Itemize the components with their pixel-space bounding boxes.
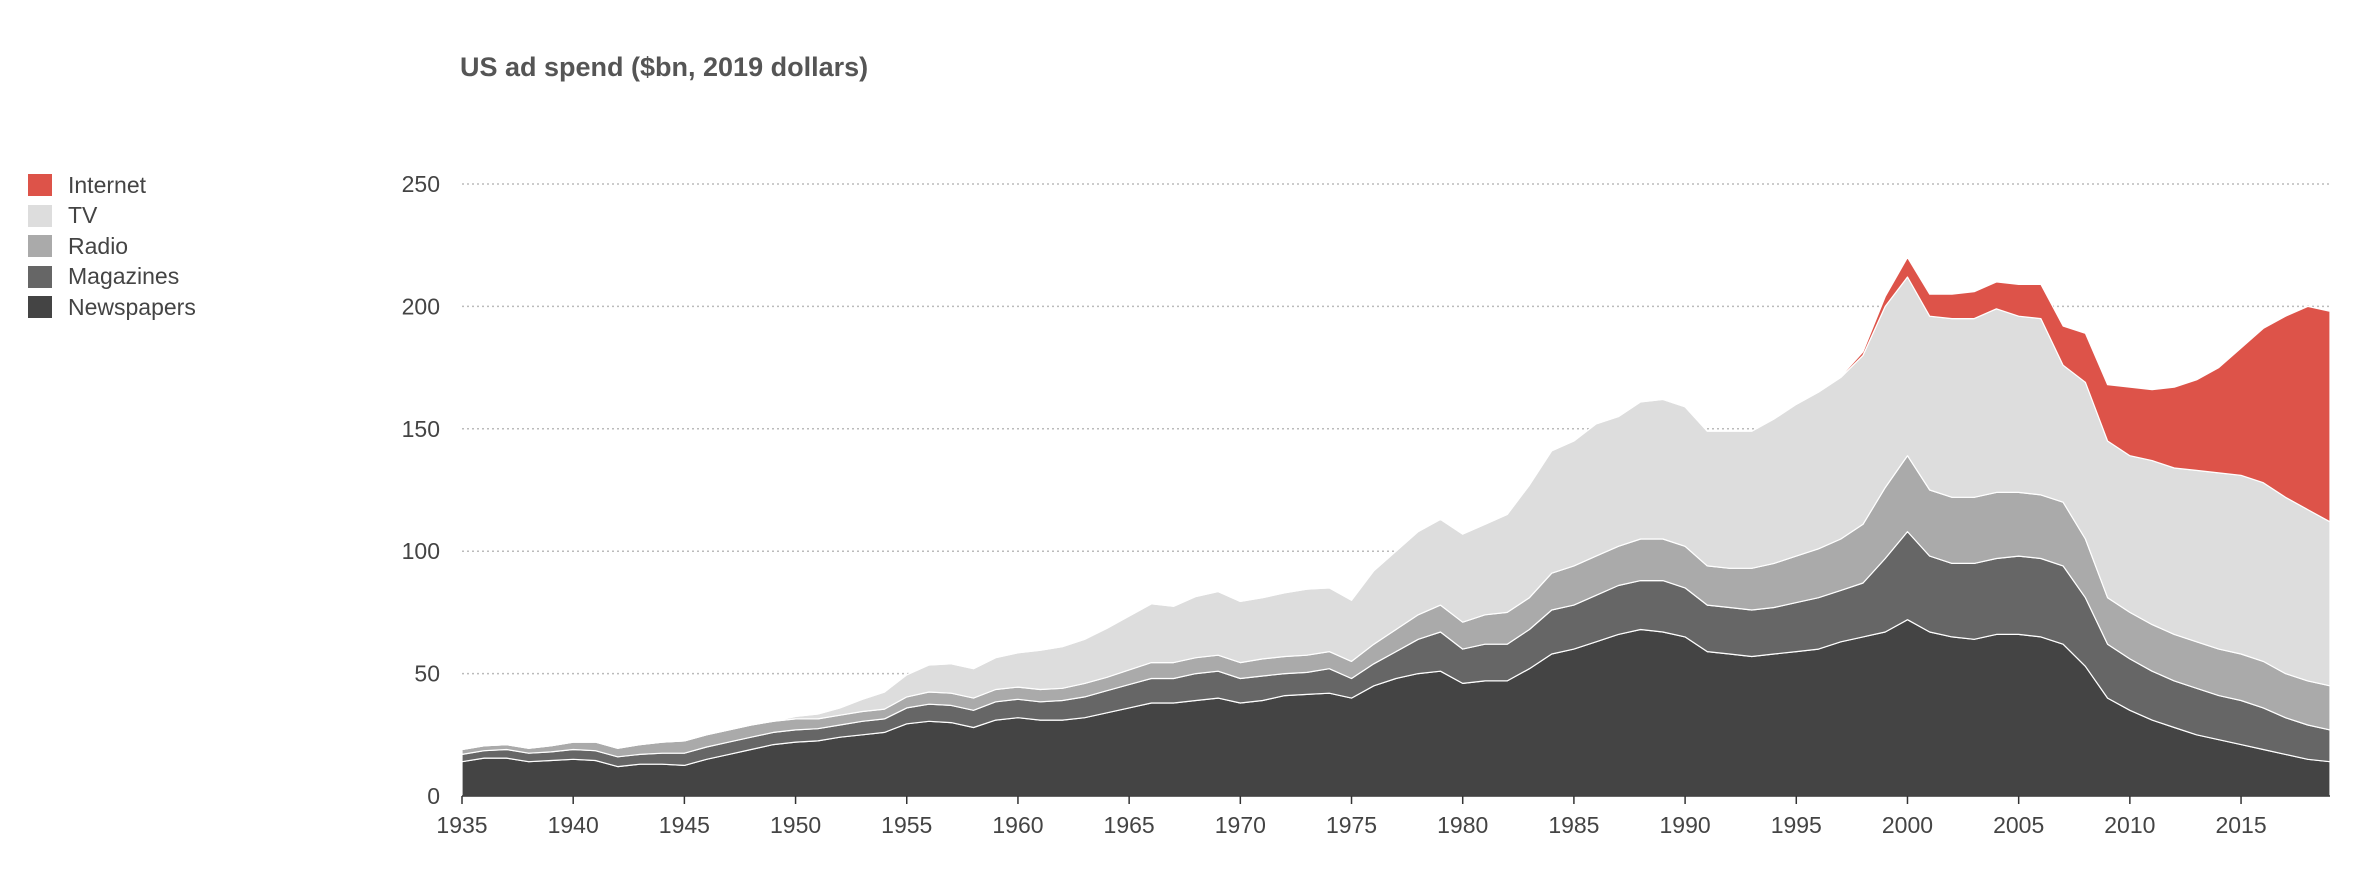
y-tick-label: 150 bbox=[402, 416, 440, 442]
chart-title: US ad spend ($bn, 2019 dollars) bbox=[460, 52, 869, 82]
legend-swatch-internet bbox=[28, 174, 52, 197]
x-axis-ticks: 1935 1940 1945 1950 1955 1960 1965 1970 1975 1980… bbox=[436, 796, 2267, 838]
x-tick-label: 1940 bbox=[548, 812, 599, 838]
x-tick-label: 1960 bbox=[992, 812, 1043, 838]
y-tick-label: 0 bbox=[427, 783, 440, 809]
x-tick-label: 1975 bbox=[1326, 812, 1377, 838]
y-tick-label: 200 bbox=[402, 293, 440, 319]
legend-item-tv: TV bbox=[28, 201, 196, 232]
series-area-internet bbox=[461, 256, 2331, 751]
legend-label: Radio bbox=[68, 232, 129, 259]
legend-label: Magazines bbox=[68, 263, 180, 290]
legend-label: Newspapers bbox=[68, 293, 196, 320]
x-tick-label: 2015 bbox=[2215, 812, 2266, 838]
y-tick-label: 250 bbox=[402, 171, 440, 197]
x-tick-label: 2000 bbox=[1882, 812, 1933, 838]
legend-swatch-magazines bbox=[28, 265, 52, 288]
x-tick-label: 1985 bbox=[1548, 812, 1599, 838]
legend-item-internet: Internet bbox=[28, 170, 196, 201]
legend: Internet TV Radio Magazines Newspapers bbox=[28, 170, 196, 323]
legend-item-magazines: Magazines bbox=[28, 262, 196, 293]
x-tick-label: 1945 bbox=[659, 812, 710, 838]
x-tick-label: 1995 bbox=[1771, 812, 1822, 838]
x-tick-label: 1965 bbox=[1104, 812, 1155, 838]
y-axis-ticks: 0 50 100 150 200 250 bbox=[402, 171, 440, 809]
areas bbox=[461, 256, 2331, 797]
legend-swatch-newspapers bbox=[28, 296, 52, 319]
legend-item-radio: Radio bbox=[28, 231, 196, 262]
x-tick-label: 2010 bbox=[2104, 812, 2155, 838]
x-tick-label: 1980 bbox=[1437, 812, 1488, 838]
legend-swatch-radio bbox=[28, 235, 52, 258]
x-tick-label: 1990 bbox=[1660, 812, 1711, 838]
y-tick-label: 100 bbox=[402, 538, 440, 564]
legend-label: TV bbox=[68, 202, 98, 229]
x-tick-label: 1935 bbox=[436, 812, 487, 838]
legend-item-newspapers: Newspapers bbox=[28, 292, 196, 323]
x-tick-label: 2005 bbox=[1993, 812, 2044, 838]
legend-label: Internet bbox=[68, 171, 146, 198]
x-tick-label: 1950 bbox=[770, 812, 821, 838]
y-tick-label: 50 bbox=[414, 661, 440, 687]
legend-swatch-tv bbox=[28, 204, 52, 227]
x-tick-label: 1970 bbox=[1215, 812, 1266, 838]
x-tick-label: 1955 bbox=[881, 812, 932, 838]
